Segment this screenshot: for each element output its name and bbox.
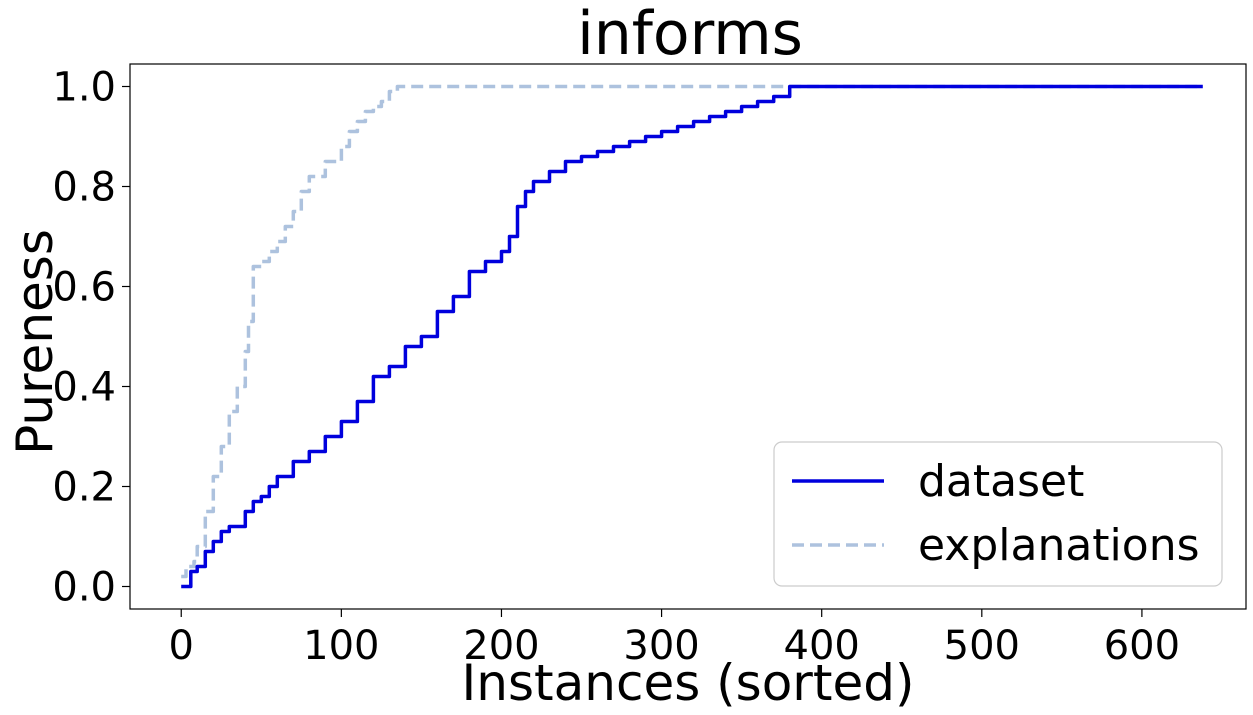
legend-label-dataset: dataset <box>918 456 1084 507</box>
y-tick-label: 0.4 <box>52 365 116 411</box>
chart-title: informs <box>577 0 803 69</box>
x-axis: 0 100 200 300 400 500 600 <box>169 609 1180 669</box>
legend-box <box>773 441 1223 587</box>
series-line-dataset <box>181 84 1203 589</box>
x-tick-label: 200 <box>463 623 539 669</box>
y-axis-label: Pureness <box>6 229 64 455</box>
x-tick-label: 100 <box>303 623 379 669</box>
x-tick-label: 600 <box>1104 623 1180 669</box>
y-tick-label: 1.0 <box>52 65 116 111</box>
y-tick-label: 0.6 <box>52 265 116 311</box>
x-tick-label: 400 <box>784 623 860 669</box>
y-tick-label: 0.2 <box>52 465 116 511</box>
y-tick-label: 0.8 <box>52 165 116 211</box>
series-line-explanations <box>181 84 1203 579</box>
plot-frame <box>129 63 1247 610</box>
legend: dataset explanations <box>773 441 1223 587</box>
series-layer <box>181 84 1203 589</box>
x-tick-label: 0 <box>169 623 194 669</box>
x-axis-label: Instances (sorted) <box>462 654 915 712</box>
y-axis: 0.0 0.2 0.4 0.6 0.8 1.0 <box>52 65 130 611</box>
legend-label-explanations: explanations <box>918 520 1200 571</box>
x-tick-label: 300 <box>623 623 699 669</box>
y-tick-label: 0.0 <box>52 565 116 611</box>
x-tick-label: 500 <box>944 623 1020 669</box>
